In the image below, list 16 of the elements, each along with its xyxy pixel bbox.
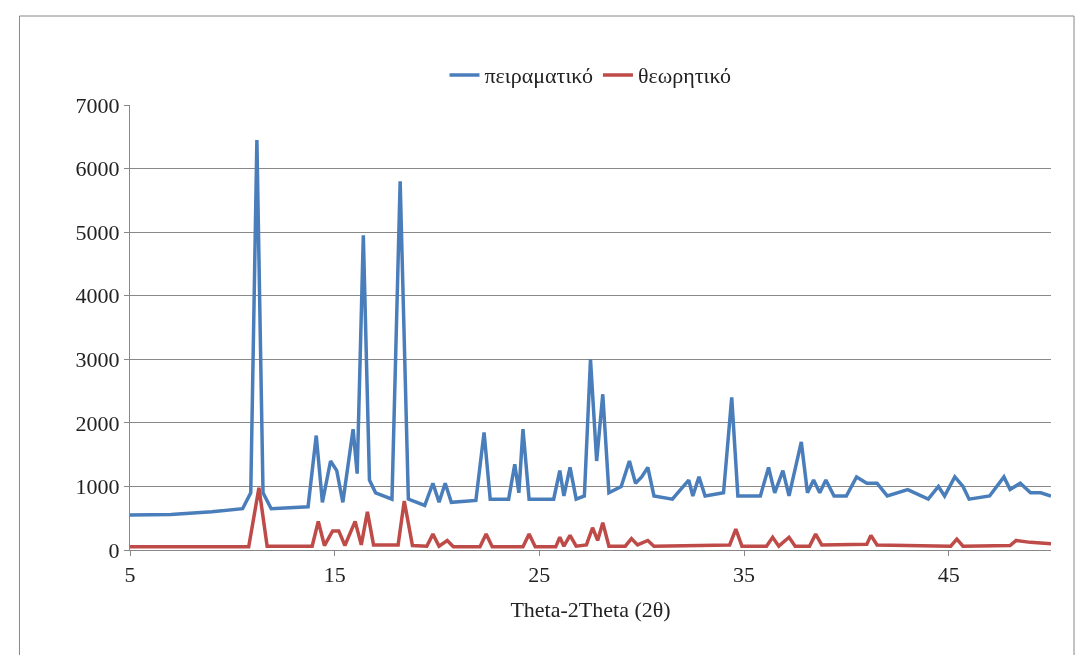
x-axis-title: Theta-2Theta (2θ) <box>510 597 671 623</box>
x-tick-label: 45 <box>937 562 960 588</box>
x-tick-label: 5 <box>124 562 136 588</box>
legend-label: πειραματικό <box>484 63 593 89</box>
x-tick-label: 25 <box>528 562 551 588</box>
x-tick-label: 35 <box>733 562 755 588</box>
y-tick-label: 0 <box>108 537 120 563</box>
y-tick-label: 2000 <box>75 410 120 436</box>
y-tick-label: 6000 <box>75 156 120 182</box>
legend-label: θεωρητικό <box>637 63 732 89</box>
y-tick-label: 1000 <box>75 474 120 500</box>
x-tick-label: 15 <box>323 562 346 588</box>
y-tick-label: 4000 <box>75 283 120 309</box>
y-tick-label: 7000 <box>75 92 120 118</box>
y-tick-label: 5000 <box>75 219 120 245</box>
y-tick-label: 3000 <box>75 346 120 372</box>
